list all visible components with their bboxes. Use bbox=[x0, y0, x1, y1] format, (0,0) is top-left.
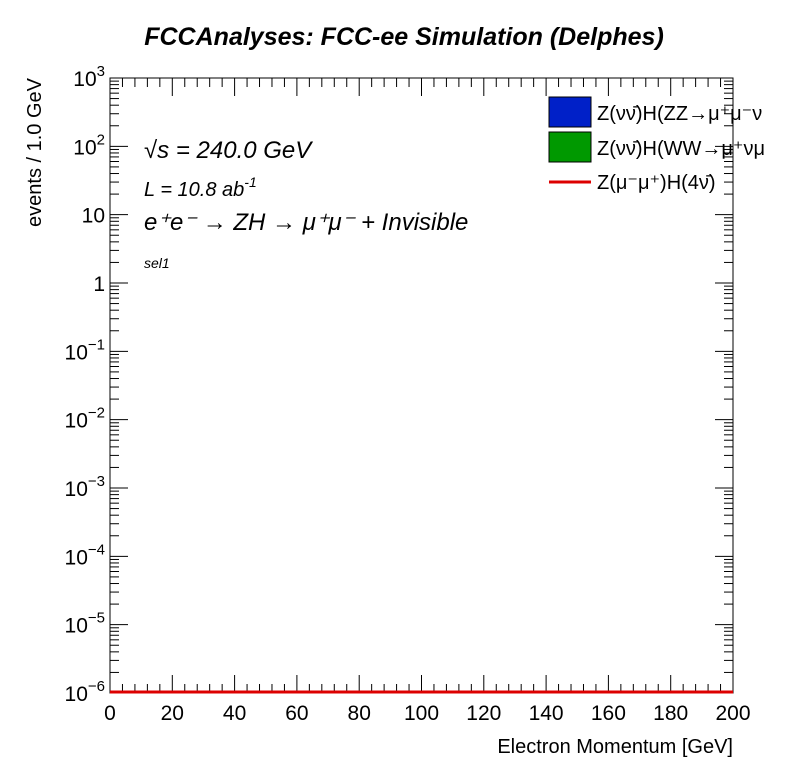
process-annotation: e⁺e⁻ → ZH → μ⁺μ⁻ + Invisible bbox=[144, 209, 468, 236]
x-tick-label: 80 bbox=[348, 702, 371, 725]
y-tick-exponent: 3 bbox=[97, 63, 105, 80]
y-tick-label: 10−5 bbox=[65, 610, 105, 638]
x-tick-label: 40 bbox=[223, 702, 246, 725]
y-axis-title: events / 1.0 GeV bbox=[24, 77, 46, 227]
y-tick-base: 1 bbox=[93, 273, 105, 296]
y-tick-exponent: −3 bbox=[88, 473, 105, 490]
legend-label-4nu: Z(μ⁻μ⁺)H(4ν̄) bbox=[597, 172, 716, 194]
y-tick-label: 10 bbox=[82, 205, 105, 228]
y-tick-label: 10−3 bbox=[65, 473, 105, 501]
y-tick-exponent: −5 bbox=[88, 610, 105, 627]
lumi-annotation: L = 10.8 ab-1 bbox=[144, 174, 257, 201]
lumi-exponent: -1 bbox=[244, 174, 256, 190]
y-tick-base: 10 bbox=[65, 478, 88, 501]
y-tick-base: 10 bbox=[82, 205, 105, 228]
y-tick-label: 10−2 bbox=[65, 405, 105, 433]
x-tick-label: 20 bbox=[161, 702, 184, 725]
y-tick-label: 10−1 bbox=[65, 336, 105, 364]
x-tick-label: 60 bbox=[285, 702, 308, 725]
x-tick-label: 200 bbox=[715, 702, 750, 725]
y-tick-label: 10−6 bbox=[65, 678, 105, 706]
x-tick-label: 100 bbox=[404, 702, 439, 725]
y-tick-label: 1 bbox=[93, 273, 105, 296]
y-tick-exponent: −1 bbox=[88, 336, 105, 353]
y-tick-exponent: −4 bbox=[88, 541, 105, 558]
y-tick-base: 10 bbox=[65, 615, 88, 638]
y-tick-exponent: 2 bbox=[97, 131, 105, 148]
y-tick-label: 103 bbox=[73, 63, 105, 91]
y-tick-label: 102 bbox=[73, 131, 105, 159]
legend: Z(νν̄)H(ZZ→μ⁺μ⁻ν Z(νν̄)H(WW→μ⁺νμ Z(μ⁻μ⁺)… bbox=[548, 96, 765, 194]
sqrt-s-annotation: √s = 240.0 GeV bbox=[144, 137, 313, 164]
legend-label-zz: Z(νν̄)H(ZZ→μ⁺μ⁻ν bbox=[597, 103, 762, 125]
y-tick-exponent: −2 bbox=[88, 405, 105, 422]
x-tick-label: 160 bbox=[591, 702, 626, 725]
selection-annotation: sel1 bbox=[144, 255, 170, 271]
y-tick-base: 10 bbox=[73, 136, 96, 159]
x-tick-label: 180 bbox=[653, 702, 688, 725]
y-tick-exponent: −6 bbox=[88, 678, 105, 695]
legend-swatch-ww bbox=[548, 131, 592, 163]
y-tick-base: 10 bbox=[65, 546, 88, 569]
y-tick-label: 10−4 bbox=[65, 541, 105, 569]
x-tick-label: 0 bbox=[104, 702, 116, 725]
legend-label-ww: Z(νν̄)H(WW→μ⁺νμ bbox=[597, 138, 765, 160]
chart-title: FCCAnalyses: FCC-ee Simulation (Delphes) bbox=[144, 23, 664, 51]
x-tick-label: 140 bbox=[529, 702, 564, 725]
y-tick-base: 10 bbox=[65, 410, 88, 433]
x-axis-title: Electron Momentum [GeV] bbox=[497, 736, 733, 758]
legend-swatch-zz bbox=[548, 96, 592, 128]
lumi-text: L = 10.8 ab bbox=[144, 179, 244, 201]
y-tick-base: 10 bbox=[65, 341, 88, 364]
x-tick-label: 120 bbox=[466, 702, 501, 725]
plot-frame bbox=[109, 77, 734, 694]
y-tick-base: 10 bbox=[73, 68, 96, 91]
y-tick-base: 10 bbox=[65, 683, 88, 706]
